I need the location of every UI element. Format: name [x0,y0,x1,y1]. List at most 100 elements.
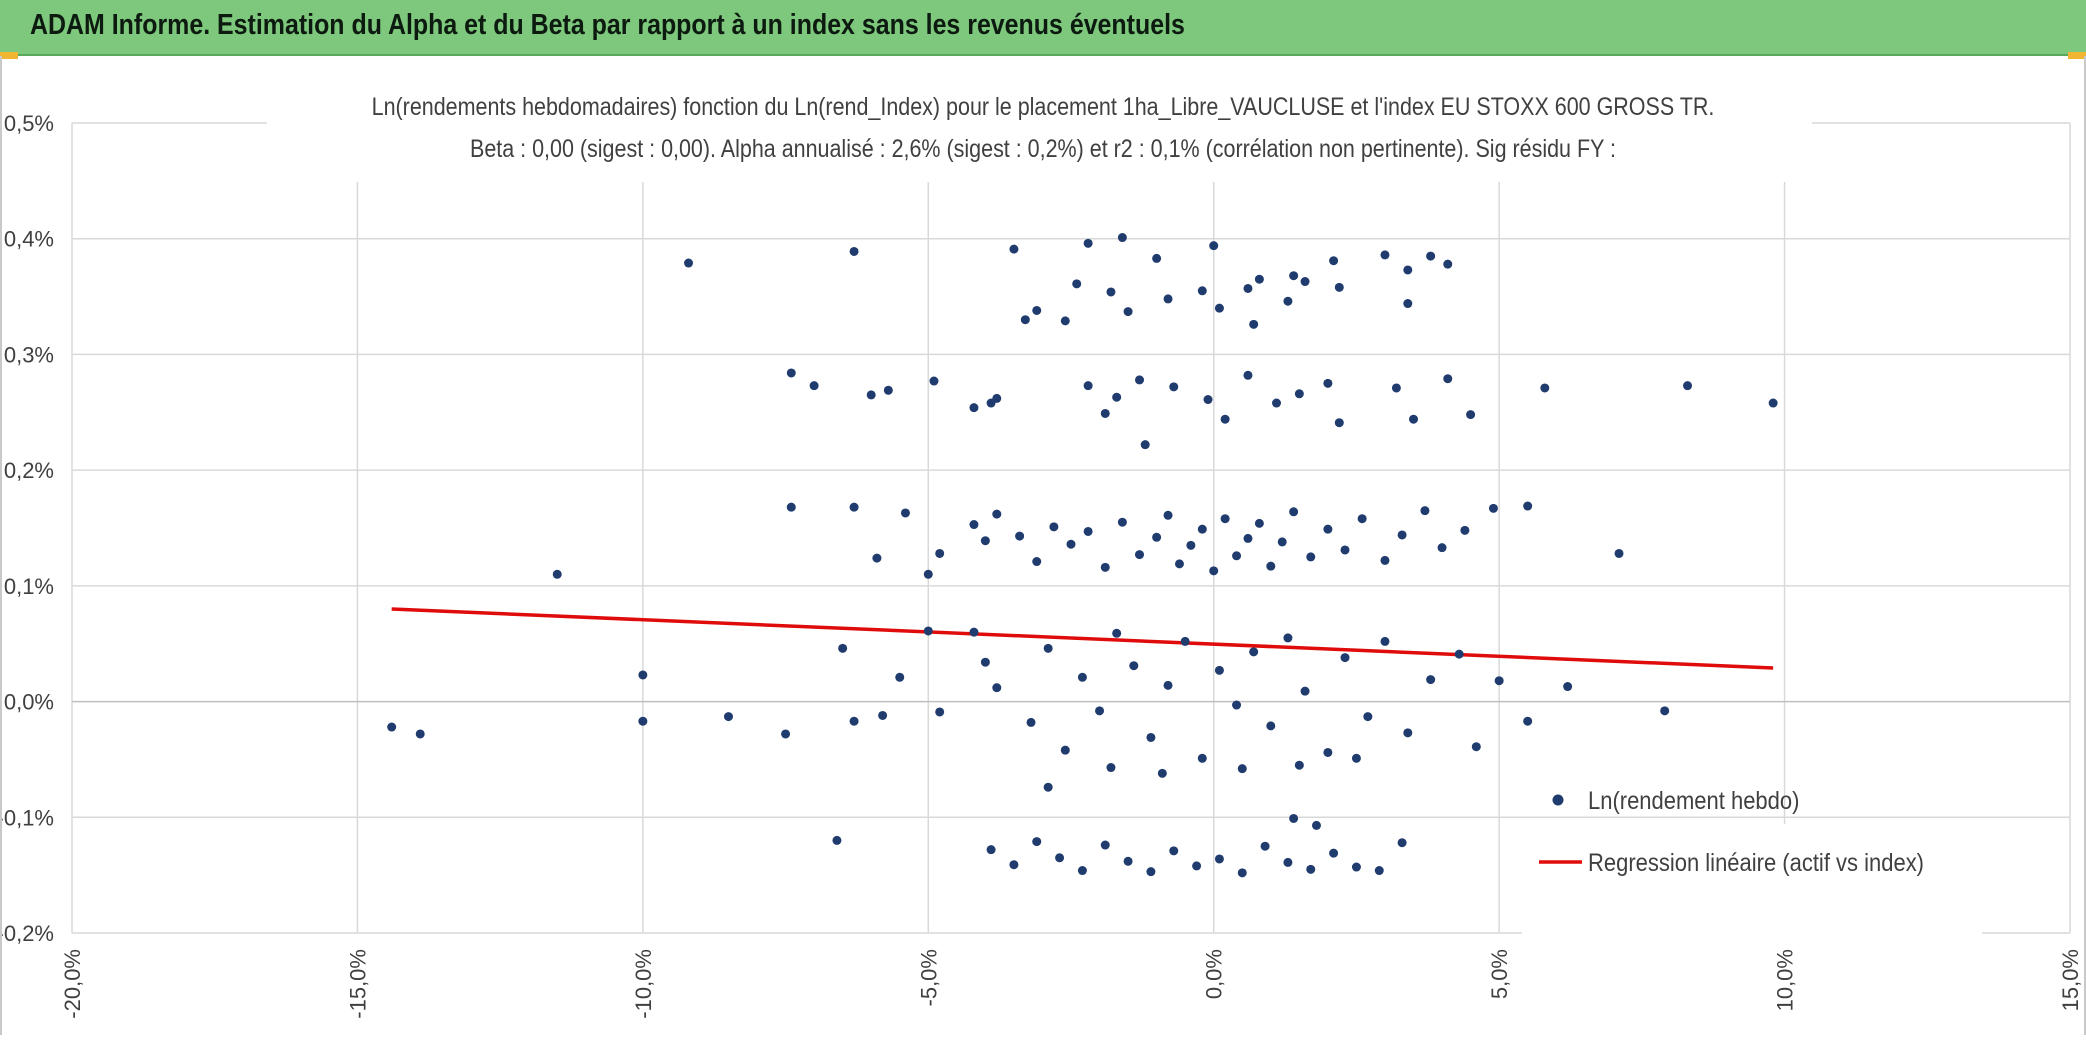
data-point [878,710,888,720]
data-point [1032,837,1042,847]
y-tick-label: 0,1% [4,574,54,599]
data-point [929,376,939,386]
data-point [1289,813,1299,823]
data-point [992,683,1002,693]
data-point [1563,682,1573,692]
grid [71,122,2071,934]
data-point [1100,562,1110,572]
data-point [1123,307,1133,317]
y-tick-label: 0,4% [4,227,54,252]
data-point [1260,841,1270,851]
y-tick-label: 0,0% [4,690,54,715]
data-point [1163,510,1173,520]
data-point [1186,540,1196,550]
chart-frame: -0,2% -0,1% 0,0% 0,1% 0,2% 0,3% 0,4% 0,5% -20,0%… [0,56,2086,1035]
x-tick-label: -15,0% [345,949,370,1019]
data-point [1523,501,1533,511]
y-tick-label: -0,1% [2,805,54,830]
data-point [895,672,905,682]
data-point [838,643,848,653]
data-point [1009,244,1019,254]
data-point [1152,253,1162,263]
data-point [1180,636,1190,646]
data-point [1243,533,1253,543]
data-point [1351,753,1361,763]
data-point [969,520,979,530]
data-point [1214,303,1224,313]
data-point [992,509,1002,519]
corner-accent-top-right [2068,52,2086,59]
data-point [1443,374,1453,384]
data-point [1214,854,1224,864]
data-point [1397,838,1407,848]
data-point [1072,279,1082,289]
data-point [986,398,996,408]
data-point [923,626,933,636]
data-point [1232,700,1242,710]
legend-label-regression: Regression linéaire (actif vs index) [1588,849,1924,877]
y-tick-label: 0,5% [4,111,54,136]
data-point [1032,305,1042,315]
data-point [1026,717,1036,727]
data-point [723,712,733,722]
data-point [1100,840,1110,850]
data-point [1169,846,1179,856]
data-point [1146,732,1156,742]
data-point [1374,866,1384,876]
data-point [1294,389,1304,399]
data-point [552,569,562,579]
data-point [1289,507,1299,517]
data-point [1437,543,1447,553]
data-point [1391,383,1401,393]
x-tick-label: 0,0% [1202,949,1227,999]
data-point [1540,383,1550,393]
data-point [638,716,648,726]
data-point [1420,506,1430,516]
data-point [1243,370,1253,380]
data-point [980,657,990,667]
data-point [1123,856,1133,866]
data-point [1106,763,1116,773]
data-point [1209,241,1219,251]
data-point [1311,820,1321,830]
data-point [1163,294,1173,304]
data-point [1243,283,1253,293]
data-point [1300,277,1310,287]
data-point [1043,782,1053,792]
data-point [1283,633,1293,643]
data-point [1100,408,1110,418]
regression-line [391,607,1774,670]
points-layer [387,233,1778,878]
data-point [1249,647,1259,657]
data-point [1380,555,1390,565]
data-point [1306,552,1316,562]
data-point [1614,548,1624,558]
data-point [1083,238,1093,248]
data-point [1077,672,1087,682]
data-point [1443,259,1453,269]
data-point [1683,381,1693,391]
data-point [969,403,979,413]
data-point [986,845,996,855]
data-point [1095,706,1105,716]
data-point [849,246,859,256]
data-point [1197,753,1207,763]
data-point [1523,716,1533,726]
data-point [1471,742,1481,752]
corner-accent-top-left [0,52,18,59]
data-point [1009,860,1019,870]
data-point [1660,706,1670,716]
legend-label-points: Ln(rendement hebdo) [1588,787,1799,815]
data-point [1340,545,1350,555]
data-point [1768,398,1778,408]
data-point [1197,286,1207,296]
data-point [786,368,796,378]
data-point [1049,522,1059,532]
data-point [1323,378,1333,388]
data-point [1306,864,1316,874]
axes: -0,2% -0,1% 0,0% 0,1% 0,2% 0,3% 0,4% 0,5% -20,0%… [0,111,2083,1019]
data-point [1197,524,1207,534]
data-point [1397,530,1407,540]
data-point [1277,537,1287,547]
y-tick-label: 0,3% [4,342,54,367]
